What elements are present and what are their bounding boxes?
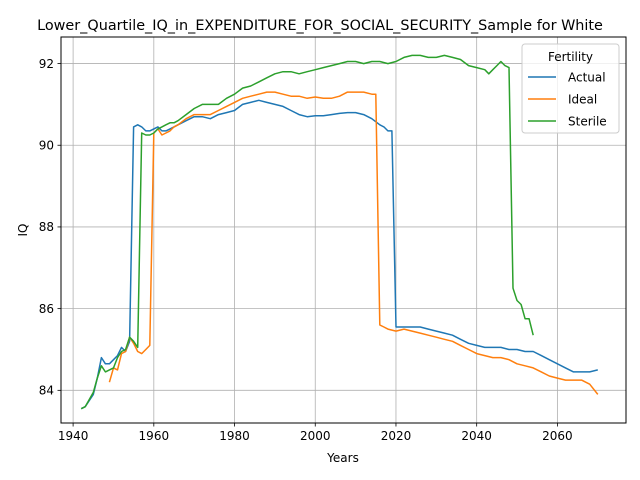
y-tick-label: 88	[39, 220, 54, 234]
legend-label-actual: Actual	[568, 70, 606, 84]
x-tick-label: 2000	[300, 429, 331, 443]
x-tick-label: 1980	[219, 429, 250, 443]
legend-label-ideal: Ideal	[568, 92, 597, 106]
grid-lines	[61, 37, 626, 423]
y-axis-label: IQ	[16, 224, 30, 237]
legend-items: Actual Ideal Sterile	[528, 70, 607, 128]
legend-label-sterile: Sterile	[568, 114, 607, 128]
chart-title: Lower_Quartile_IQ_in_EXPENDITURE_FOR_SOC…	[37, 18, 603, 34]
legend-title: Fertility	[548, 50, 593, 64]
y-tick-label: 84	[39, 384, 54, 398]
x-tick-label: 1940	[58, 429, 89, 443]
series-line-actual	[80, 99, 598, 410]
legend-box	[521, 43, 620, 134]
x-axis-ticks: 1940 1960 1980 2000 2020 2040 2060	[58, 423, 573, 443]
x-axis-label: Years	[326, 451, 359, 465]
y-tick-label: 92	[39, 57, 54, 71]
x-tick-label: 2060	[542, 429, 573, 443]
plot-area-frame	[60, 36, 627, 424]
series-lines	[80, 54, 599, 410]
y-tick-label: 90	[39, 139, 54, 153]
y-tick-label: 86	[39, 302, 54, 316]
x-tick-label: 1960	[139, 429, 170, 443]
x-tick-label: 2020	[381, 429, 412, 443]
y-axis-ticks: 84 86 88 90 92	[39, 57, 61, 398]
legend: Fertility Actual Ideal Sterile	[521, 43, 620, 134]
x-tick-label: 2040	[461, 429, 492, 443]
series-line-sterile	[80, 54, 534, 410]
